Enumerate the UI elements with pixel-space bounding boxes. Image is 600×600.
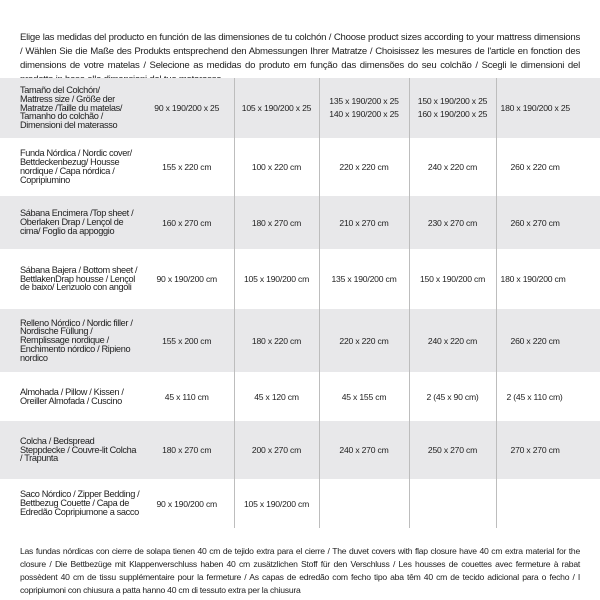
size-table: Tamaño del Colchón/ Mattress size / Größ… (0, 78, 600, 528)
cell: 260 x 220 cm (495, 309, 600, 372)
header-row: Tamaño del Colchón/ Mattress size / Größ… (0, 78, 600, 138)
cell: 2 (45 x 90 cm) (408, 372, 496, 421)
cell: 155 x 220 cm (162, 162, 212, 172)
cell: 2 (45 x 110 cm) (495, 372, 600, 421)
table-row: Sábana Encimera /Top sheet / Oberlaken D… (0, 196, 600, 249)
row-label: Sábana Encimera /Top sheet / Oberlaken D… (0, 196, 140, 249)
row-label: Relleno Nórdico / Nordic filler / Nordis… (0, 309, 140, 372)
cell: 105 x 190/200 cm (233, 479, 319, 528)
cell: 45 x 155 cm (318, 372, 409, 421)
cell: 45 x 120 cm (233, 372, 319, 421)
cell: 270 x 270 cm (495, 421, 600, 479)
cell: 105 x 190/200 cm (233, 249, 319, 309)
cell: 180 x 220 cm (233, 309, 319, 372)
cell: 230 x 270 cm (408, 196, 496, 249)
row-label: Funda Nórdica / Nordic cover/ Bettdecken… (20, 148, 132, 185)
table-row: Almohada / Pillow / Kissen / Oreiller Al… (0, 372, 600, 421)
header-label: Tamaño del Colchón/ Mattress size / Größ… (0, 78, 140, 138)
cell: 210 x 270 cm (318, 196, 409, 249)
row-label: Almohada / Pillow / Kissen / Oreiller Al… (20, 386, 124, 406)
header-size-150: 150 x 190/200 x 25 (417, 96, 488, 106)
cell: 250 x 270 cm (408, 421, 496, 479)
cell: 100 x 220 cm (233, 138, 319, 196)
row-label: Sábana Bajera / Bottom sheet / Bettlaken… (20, 264, 138, 293)
table-row: Colcha / Bedspread Steppdecke / Couvre-l… (0, 421, 600, 479)
table-row: Funda Nórdica / Nordic cover/ Bettdecken… (0, 138, 600, 196)
header-size-135: 135 x 190/200 x 25 (329, 96, 399, 106)
cell: 160 x 270 cm (140, 196, 234, 249)
cell: 90 x 190/200 cm (156, 274, 218, 284)
cell (495, 479, 600, 528)
header-size-105: 105 x 190/200 x 25 (233, 78, 319, 138)
header-size-135-140: 135 x 190/200 x 25 140 x 190/200 x 25 (318, 78, 409, 138)
cell: 180 x 270 cm (140, 421, 234, 479)
cell (408, 479, 496, 528)
table-row: Sábana Bajera / Bottom sheet / Bettlaken… (0, 249, 600, 309)
cell: 260 x 270 cm (495, 196, 600, 249)
cell: 240 x 220 cm (408, 138, 496, 196)
header-size-90: 90 x 190/200 x 25 (140, 78, 234, 138)
cell: 45 x 110 cm (164, 391, 209, 402)
cell (318, 479, 409, 528)
row-label: Colcha / Bedspread Steppdecke / Couvre-l… (0, 421, 140, 479)
header-size-180: 180 x 190/200 x 25 (495, 78, 600, 138)
row-label: Saco Nórdico / Zipper Bedding / Bettbezu… (20, 489, 140, 517)
table-row: Saco Nórdico / Zipper Bedding / Bettbezu… (0, 479, 600, 528)
cell: 260 x 220 cm (495, 138, 600, 196)
header-size-160: 160 x 190/200 x 25 (417, 109, 488, 119)
cell: 150 x 190/200 cm (408, 249, 496, 309)
cell: 240 x 270 cm (318, 421, 409, 479)
cell: 240 x 220 cm (408, 309, 496, 372)
header-size-150-160: 150 x 190/200 x 25 160 x 190/200 x 25 (408, 78, 496, 138)
cell: 90 x 190/200 cm (156, 498, 218, 509)
cell: 220 x 220 cm (318, 138, 409, 196)
cell: 180 x 270 cm (233, 196, 319, 249)
table-row: Relleno Nórdico / Nordic filler / Nordis… (0, 309, 600, 372)
header-size-140: 140 x 190/200 x 25 (329, 109, 399, 119)
footnote: Las fundas nórdicas con cierre de solapa… (20, 545, 580, 596)
cell: 220 x 220 cm (318, 309, 409, 372)
cell: 180 x 190/200 cm (495, 249, 600, 309)
cell: 200 x 270 cm (233, 421, 319, 479)
cell: 135 x 190/200 cm (318, 249, 409, 309)
cell: 155 x 200 cm (140, 309, 234, 372)
